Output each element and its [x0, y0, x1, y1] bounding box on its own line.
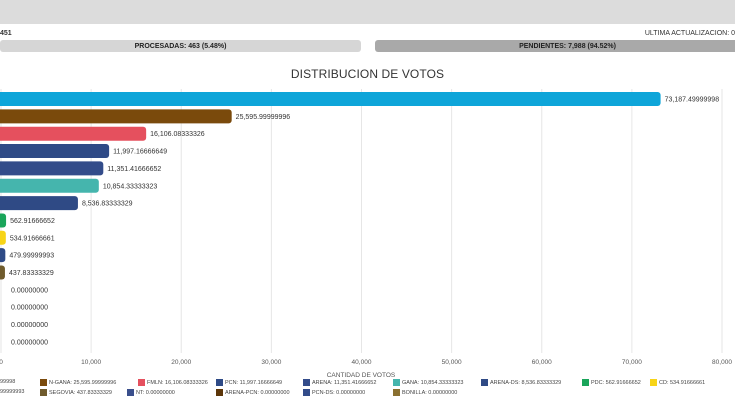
bar-value-label: 11,351.41666652 [107, 166, 161, 173]
x-tick-label: 30,000 [261, 359, 281, 366]
legend-swatch [650, 379, 657, 386]
bar [0, 196, 78, 211]
legend-item[interactable]: 99998 [0, 379, 15, 385]
legend-row: 99998 N-GANA: 25,595.99999996 FMLN: 16,106… [0, 379, 735, 387]
legend-label: N-GANA: 25,595.99999996 [49, 379, 117, 386]
legend-item[interactable]: NT: 0.00000000 [127, 389, 175, 396]
x-tick-label: 80,000 [712, 359, 732, 366]
legend-item[interactable]: CD: 534.91666661 [650, 379, 705, 386]
legend-swatch [40, 389, 47, 396]
x-tick-label: 50,000 [442, 359, 462, 366]
legend-swatch [127, 389, 134, 396]
legend-label: 99999993 [0, 389, 25, 395]
legend-swatch [216, 379, 223, 386]
legend-swatch [393, 379, 400, 386]
legend-label: ARENA-PCN: 0.00000000 [225, 389, 290, 396]
ballot-counter: 451 [0, 30, 12, 37]
bar-value-label: 534.91666661 [10, 235, 55, 242]
legend-label: ARENA: 11,351.41666652 [312, 379, 377, 386]
x-axis-label: CANTIDAD DE VOTOS [327, 372, 396, 379]
legend-label: BONILLA: 0.00000000 [402, 389, 458, 396]
bar [0, 178, 99, 193]
legend-label: NT: 0.00000000 [136, 389, 175, 396]
x-tick-label: 70,000 [622, 359, 642, 366]
legend-label: 99998 [0, 379, 16, 385]
bar [0, 265, 5, 280]
x-tick-label: 10,000 [81, 359, 101, 366]
bar-value-label: 0.00000000 [11, 287, 48, 294]
bar-value-label: 25,595.99999996 [236, 114, 291, 121]
last-update-label: ULTIMA ACTUALIZACION: 0 [644, 30, 735, 37]
legend-item[interactable]: BONILLA: 0.00000000 [393, 389, 457, 396]
legend-item[interactable]: N-GANA: 25,595.99999996 [40, 379, 116, 386]
bar-value-label: 0.00000000 [11, 322, 48, 329]
bar-value-label: 10,854.33333323 [103, 183, 158, 190]
legend-label: PDC: 562.91666652 [591, 379, 641, 386]
bar-value-label: 479.99999993 [9, 253, 54, 260]
bar-value-label: 0.00000000 [11, 339, 48, 346]
bar-value-label: 0.00000000 [11, 305, 48, 312]
legend-item[interactable]: PCN: 11,997.16666649 [216, 379, 282, 386]
legend-swatch [393, 389, 400, 396]
legend-item[interactable]: PCN-DS: 0.00000000 [303, 389, 365, 396]
legend-swatch [481, 379, 488, 386]
bar [0, 92, 661, 106]
legend-label: ARENA-DS: 8,536.83333329 [490, 379, 562, 386]
x-tick-label: 60,000 [532, 359, 552, 366]
legend-label: GANA: 10,854.33333323 [402, 379, 464, 386]
legend-swatch [303, 389, 310, 396]
pending-label: PENDIENTES: 7,988 (94.52%) [519, 42, 616, 50]
bar-value-label: 437.83333329 [9, 270, 54, 277]
bar [0, 109, 232, 124]
legend-swatch [582, 379, 589, 386]
vote-distribution-chart: 0 10,000 20,000 30,000 40,000 50,000 60,000 70,… [0, 89, 732, 379]
legend-label: SEGOVIA: 437.83333329 [49, 389, 112, 396]
bar-value-label: 8,536.83333329 [82, 201, 133, 208]
legend-item[interactable]: ARENA: 11,351.41666652 [303, 379, 376, 386]
x-tick-label: 20,000 [171, 359, 191, 366]
top-bar [0, 0, 735, 24]
legend-label: CD: 534.91666661 [659, 379, 706, 386]
legend-row: 99999993 SEGOVIA: 437.83333329 NT: 0.00000… [0, 389, 735, 397]
bar-value-label: 73,187.49999998 [665, 97, 720, 104]
bar [0, 126, 147, 141]
legend-swatch [40, 379, 47, 386]
bar-value-label: 16,106.08333326 [150, 131, 205, 138]
bar [0, 161, 104, 176]
bar [0, 213, 7, 228]
legend-item[interactable]: ARENA-PCN: 0.00000000 [216, 389, 290, 396]
legend-label: FMLN: 16,106.08333326 [147, 379, 208, 386]
legend-item[interactable]: GANA: 10,854.33333323 [393, 379, 463, 386]
legend-swatch [216, 389, 223, 396]
legend-item[interactable]: ARENA-DS: 8,536.83333329 [481, 379, 561, 386]
x-tick-label: 40,000 [352, 359, 372, 366]
bar [0, 144, 110, 159]
legend-label: PCN: 11,997.16666649 [225, 379, 283, 386]
x-tick-label: 0 [0, 359, 3, 366]
legend-item[interactable]: SEGOVIA: 437.83333329 [40, 389, 112, 396]
legend-label: PCN-DS: 0.00000000 [312, 389, 366, 396]
legend-item[interactable]: 99999993 [0, 389, 24, 395]
legend-item[interactable]: FMLN: 16,106.08333326 [138, 379, 208, 386]
bar [0, 248, 6, 263]
legend-swatch [303, 379, 310, 386]
processed-bar: PROCESADAS: 463 (5.48%) [0, 40, 361, 52]
pending-bar: PENDIENTES: 7,988 (94.52%) [375, 40, 735, 52]
bar-value-label: 11,997.16666649 [113, 149, 167, 156]
bar [0, 230, 6, 245]
processed-label: PROCESADAS: 463 (5.48%) [134, 42, 227, 50]
chart-title: DISTRIBUCION DE VOTOS [290, 67, 445, 81]
bar-value-label: 562.91666652 [10, 218, 55, 225]
legend-swatch [138, 379, 145, 386]
legend-item[interactable]: PDC: 562.91666652 [582, 379, 641, 386]
